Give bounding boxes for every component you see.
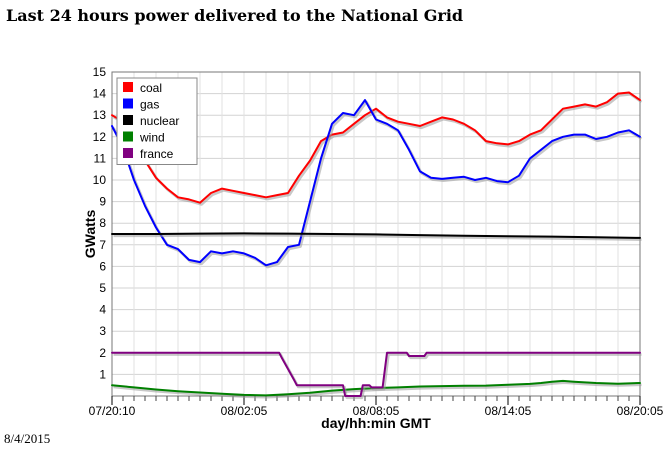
legend-swatch-gas [123,98,133,109]
chart-legend: coal gas nuclear wind france [116,77,198,165]
footer-date: 8/4/2015 [4,431,51,446]
legend-label-coal: coal [140,81,162,95]
legend-swatch-coal [123,82,133,92]
y-tick-label: 4 [99,303,106,317]
y-tick-label: 5 [99,281,106,295]
x-tick-label: 08/08:05 [353,404,400,418]
series-line-wind [111,379,641,397]
legend-label-france: france [140,147,174,161]
page-title: Last 24 hours power delivered to the Nat… [6,6,464,25]
y-tick-label: 10 [93,173,107,187]
y-tick-label: 9 [99,195,106,209]
legend-swatch-nuclear [123,115,133,125]
y-tick-label: 6 [99,259,106,273]
y-tick-label: 12 [93,130,107,144]
y-tick-label: 11 [94,151,107,165]
y-tick-label: 7 [99,238,106,252]
y-tick-label: 14 [93,87,107,101]
y-tick-label: 3 [99,324,106,338]
legend-swatch-wind [123,131,133,142]
legend-label-nuclear: nuclear [140,114,179,128]
series-line-france [111,351,641,397]
series-line-nuclear [111,232,641,239]
y-axis-title: GWatts [82,210,98,259]
series-shadow-wind [113,381,642,399]
x-tick-label: 08/02:05 [221,404,268,418]
x-axis-title: day/hh:min GMT [321,415,431,431]
y-tick-label: 1 [99,367,106,381]
legend-label-gas: gas [140,98,159,112]
y-tick-label: 2 [99,346,106,360]
x-tick-label: 08/20:05 [617,404,664,418]
x-tick-label: 07/20:10 [89,404,136,418]
legend-swatch-france [123,148,133,158]
y-tick-label: 13 [93,108,107,122]
y-tick-label: 15 [93,65,107,79]
x-axis: 07/20:10 08/02:05 08/08:05 08/14:05 08/20:05 [89,396,664,418]
series-shadow-nuclear [113,233,642,241]
series-layer [111,91,643,400]
legend-label-wind: wind [139,131,165,145]
grid-lines [112,71,640,396]
series-shadow-gas [112,100,643,269]
x-tick-label: 08/14:05 [485,404,532,418]
series-line-gas [111,99,641,267]
series-line-coal [111,91,641,204]
y-tick-label: 8 [99,216,106,230]
